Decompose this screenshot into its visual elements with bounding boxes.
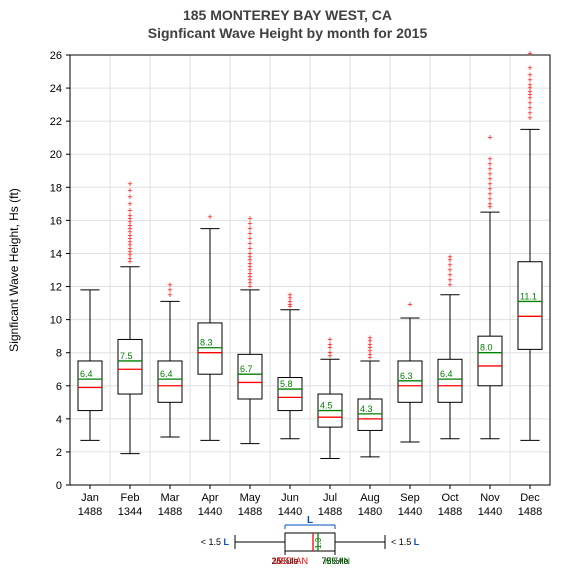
outlier: + bbox=[527, 63, 532, 73]
y-tick-label: 10 bbox=[50, 315, 62, 327]
x-tick-month: Aug bbox=[360, 492, 380, 504]
outlier: + bbox=[207, 212, 212, 222]
x-tick-month: Feb bbox=[121, 492, 140, 504]
outlier: + bbox=[127, 179, 132, 189]
chart-svg: 185 MONTEREY BAY WEST, CA Signficant Wave… bbox=[0, 0, 575, 580]
y-tick-label: 20 bbox=[50, 149, 62, 161]
mean-label: 11.1 bbox=[520, 291, 537, 301]
y-tick-label: 18 bbox=[50, 182, 62, 194]
y-tick-label: 2 bbox=[56, 447, 62, 459]
y-tick-label: 24 bbox=[50, 83, 62, 95]
box bbox=[158, 361, 182, 402]
mean-label: 6.4 bbox=[440, 369, 453, 379]
x-tick-month: May bbox=[240, 492, 261, 504]
boxplot-chart: 185 MONTEREY BAY WEST, CA Signficant Wave… bbox=[0, 0, 575, 580]
legend-mean-label: MEAN bbox=[324, 556, 350, 566]
y-tick-label: 12 bbox=[50, 282, 62, 294]
y-tick-label: 14 bbox=[50, 248, 62, 260]
y-tick-label: 26 bbox=[50, 50, 62, 62]
x-tick-count: 1440 bbox=[198, 506, 222, 518]
outlier: + bbox=[327, 334, 332, 344]
legend-whisker-left: < 1.5 L bbox=[201, 537, 230, 547]
box bbox=[518, 262, 542, 350]
x-tick-count: 1488 bbox=[438, 506, 462, 518]
x-tick-count: 1488 bbox=[318, 506, 342, 518]
x-tick-month: Jul bbox=[323, 492, 337, 504]
x-tick-count: 1344 bbox=[118, 506, 142, 518]
outlier: + bbox=[487, 133, 492, 143]
x-tick-month: Nov bbox=[480, 492, 500, 504]
outlier: + bbox=[447, 252, 452, 262]
x-tick-count: 1488 bbox=[78, 506, 102, 518]
mean-label: 4.5 bbox=[320, 401, 333, 411]
outlier: + bbox=[367, 333, 372, 343]
x-tick-month: Jan bbox=[81, 492, 99, 504]
y-tick-label: 4 bbox=[56, 414, 62, 426]
x-tick-month: Apr bbox=[201, 492, 218, 504]
chart-title-1: 185 MONTEREY BAY WEST, CA bbox=[183, 7, 392, 23]
mean-label: 6.3 bbox=[400, 371, 413, 381]
box bbox=[118, 339, 142, 394]
x-tick-count: 1480 bbox=[358, 506, 382, 518]
y-tick-label: 6 bbox=[56, 381, 62, 393]
legend-L-top: L bbox=[307, 515, 313, 526]
box bbox=[438, 359, 462, 402]
x-tick-month: Sep bbox=[400, 492, 420, 504]
x-tick-count: 1488 bbox=[518, 506, 542, 518]
x-tick-count: 1440 bbox=[478, 506, 502, 518]
mean-label: 8.0 bbox=[480, 343, 493, 353]
y-tick-label: 16 bbox=[50, 215, 62, 227]
x-tick-month: Oct bbox=[441, 492, 458, 504]
y-tick-label: 0 bbox=[56, 480, 62, 492]
box bbox=[398, 361, 422, 402]
outlier: + bbox=[487, 154, 492, 164]
outlier: + bbox=[407, 300, 412, 310]
legend-whisker-right: < 1.5 L bbox=[391, 537, 420, 547]
x-tick-count: 1440 bbox=[398, 506, 422, 518]
x-tick-month: Dec bbox=[520, 492, 540, 504]
box bbox=[238, 354, 262, 399]
mean-label: 5.8 bbox=[280, 379, 293, 389]
outlier: + bbox=[167, 280, 172, 290]
mean-label: 4.3 bbox=[360, 404, 373, 414]
mean-label: 7.5 bbox=[120, 351, 133, 361]
chart-title-2: Signficant Wave Height by month for 2015 bbox=[148, 25, 428, 41]
outlier: + bbox=[527, 48, 532, 58]
mean-label: 6.4 bbox=[80, 369, 93, 379]
y-axis-label: Signficant Wave Height, Hs (ft) bbox=[7, 188, 21, 352]
x-tick-month: Mar bbox=[161, 492, 180, 504]
x-tick-month: Jun bbox=[281, 492, 299, 504]
legend-mean-sample: 1.3 bbox=[314, 537, 323, 549]
y-tick-label: 22 bbox=[50, 116, 62, 128]
mean-label: 8.3 bbox=[200, 338, 213, 348]
mean-label: 6.7 bbox=[240, 364, 253, 374]
x-tick-count: 1488 bbox=[158, 506, 182, 518]
outlier: + bbox=[247, 214, 252, 224]
mean-label: 6.4 bbox=[160, 369, 173, 379]
y-tick-label: 8 bbox=[56, 348, 62, 360]
x-tick-count: 1440 bbox=[278, 506, 302, 518]
x-tick-count: 1488 bbox=[238, 506, 262, 518]
outlier: + bbox=[287, 290, 292, 300]
legend-median-label: MEDIAN bbox=[273, 556, 308, 566]
box bbox=[198, 323, 222, 374]
